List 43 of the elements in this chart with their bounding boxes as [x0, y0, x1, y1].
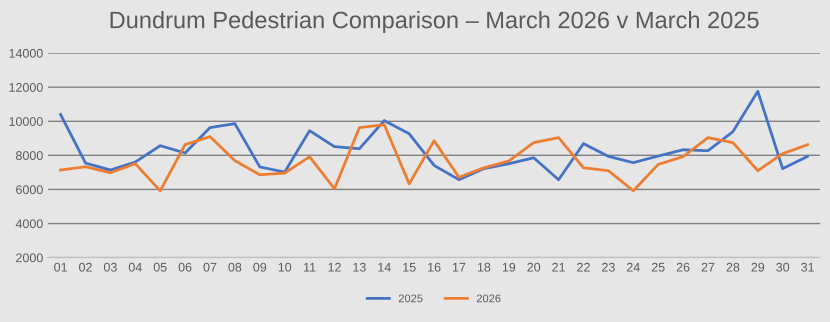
x-tick-label: 05 — [154, 262, 167, 272]
x-tick-label: 16 — [428, 262, 440, 272]
x-tick-label: 31 — [801, 262, 814, 272]
x-tick-label: 04 — [128, 262, 142, 272]
line-series — [59, 90, 809, 182]
x-tick-label: 12 — [328, 262, 341, 272]
x-tick-label: 22 — [577, 262, 590, 272]
x-tick-label: 27 — [702, 262, 714, 272]
x-tick-label: 23 — [602, 262, 615, 272]
x-tick-label: 11 — [304, 262, 316, 272]
x-tick-label: 03 — [104, 262, 117, 272]
x-tick-label: 24 — [626, 262, 640, 272]
y-tick-label: 6000 — [16, 185, 43, 194]
y-tick-label: 14000 — [9, 48, 43, 58]
x-tick-label: 20 — [527, 262, 540, 272]
line-series — [59, 123, 809, 192]
x-tick-label: 09 — [253, 262, 266, 272]
x-tick-label: 30 — [776, 262, 790, 272]
x-tick-label: 17 — [452, 262, 466, 272]
x-tick-label: 28 — [726, 262, 740, 272]
legend-label: 2025 — [398, 294, 423, 302]
y-tick-label: 10000 — [9, 117, 43, 126]
x-tick-label: 26 — [676, 262, 690, 272]
legend-label: 2026 — [476, 294, 501, 302]
x-tick-label: 29 — [751, 262, 764, 272]
x-tick-label: 01 — [54, 262, 67, 272]
x-tick-label: 10 — [278, 262, 292, 272]
x-tick-label: 14 — [378, 262, 391, 272]
x-tick-label: 07 — [204, 262, 216, 272]
x-tick-label: 02 — [79, 262, 92, 272]
x-tick-label: 19 — [502, 262, 516, 272]
x-tick-label: 18 — [478, 262, 490, 272]
y-tick-label: 8000 — [16, 151, 43, 160]
y-tick-label: 12000 — [9, 83, 43, 92]
y-tick-label: 2000 — [16, 253, 43, 262]
x-tick-label: 13 — [353, 262, 366, 272]
x-tick-label: 21 — [552, 262, 565, 272]
x-tick-label: 25 — [652, 262, 665, 272]
x-tick-label: 08 — [228, 262, 242, 272]
x-tick-label: 06 — [178, 262, 192, 272]
chart-title: Dundrum Pedestrian Comparison – March 2026 v March 2025 — [110, 11, 759, 34]
y-tick-label: 4000 — [16, 219, 43, 228]
x-tick-label: 15 — [403, 262, 416, 272]
